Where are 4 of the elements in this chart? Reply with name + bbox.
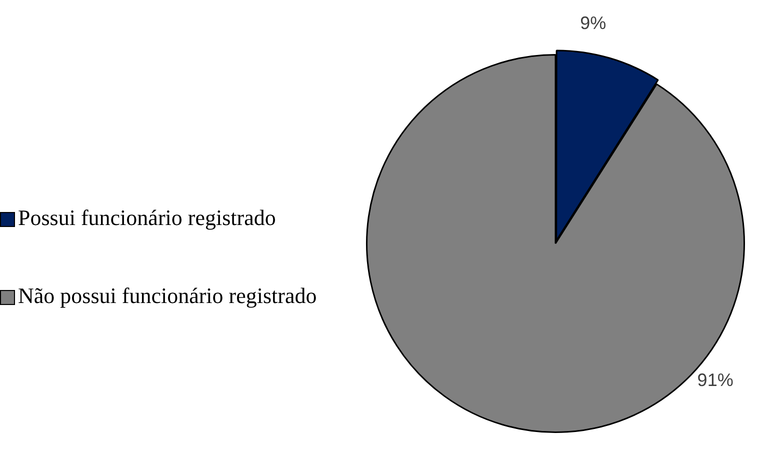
legend-label: Possui funcionário registrado <box>18 205 276 231</box>
data-label: 91% <box>697 370 734 390</box>
legend-label: Não possui funcionário registrado <box>18 283 317 309</box>
data-label: 9% <box>580 12 606 33</box>
